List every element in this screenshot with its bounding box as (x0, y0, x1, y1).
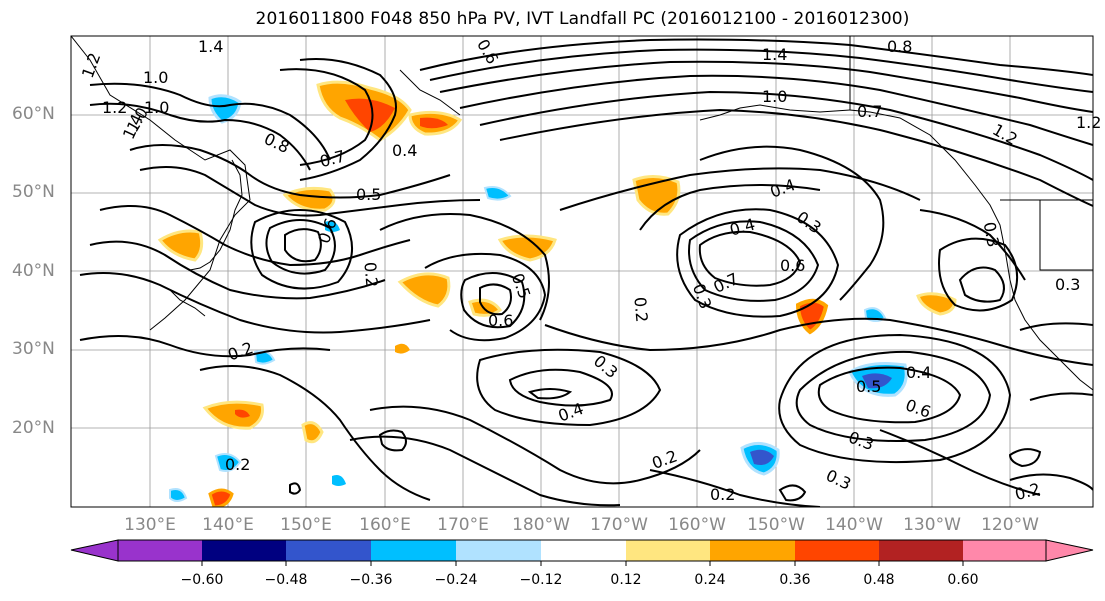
colorbar-segment (879, 540, 963, 561)
contour-label: 0.8 (887, 37, 912, 56)
lon-label: 160°E (359, 515, 411, 535)
colorbar-extend-min (70, 539, 119, 562)
patch-negative (169, 488, 188, 502)
patch-positive (345, 98, 395, 132)
lon-label: 160°W (668, 515, 726, 535)
lon-label: 130°W (903, 515, 961, 535)
contour-label: 0.6 (488, 311, 513, 330)
lon-label: 140°W (825, 515, 883, 535)
contour-label: 1.0 (143, 68, 168, 87)
colorbar-ticks (201, 561, 964, 566)
colorbar-segment (371, 540, 456, 561)
patch-negative (332, 475, 346, 486)
contour-label: 1.4 (762, 45, 787, 64)
lat-label: 20°N (12, 418, 55, 438)
lon-label: 130°E (124, 515, 176, 535)
patch-positive (916, 292, 957, 316)
colorbar-tick-label: −0.24 (434, 572, 478, 588)
patch-negative (214, 453, 242, 472)
colorbar-segment (202, 540, 286, 561)
lon-label: 150°E (280, 515, 332, 535)
colorbar-tick-label: 0.24 (694, 572, 726, 588)
contour-label: 0.3 (1055, 275, 1080, 294)
patch-positive (468, 298, 503, 317)
colorbar-segment (118, 540, 202, 561)
lon-label: 170°W (590, 515, 648, 535)
colorbar-tick-label: 0.36 (779, 572, 811, 588)
patch-negative (253, 350, 276, 365)
map-border (70, 35, 1094, 508)
map-title: 2016011800 F048 850 hPa PV, IVT Landfall… (255, 9, 910, 29)
patch-negative (862, 373, 892, 389)
colorbar-tick-label: −0.12 (519, 572, 563, 588)
colorbar-segment (541, 540, 626, 561)
lon-label: 140°E (202, 515, 254, 535)
lat-label: 40°N (12, 261, 55, 281)
contour-label: 1.2 (102, 98, 127, 117)
colorbar-tick-label: 0.60 (947, 572, 979, 588)
patch-positive (397, 272, 451, 308)
lat-label: 60°N (12, 104, 55, 124)
patch-positive (497, 234, 557, 262)
colorbar-tick-label: −0.36 (349, 572, 393, 588)
patch-negative (483, 186, 512, 201)
contour-label: 0.6 (780, 256, 805, 275)
colorbar-border (117, 539, 1047, 562)
contour-label: 0.2 (710, 485, 735, 504)
contour-label: 0.5 (856, 377, 881, 396)
lat-label: 50°N (12, 182, 55, 202)
contour-label: 0.3 (980, 220, 1003, 248)
contour-label: 0.7 (857, 102, 882, 121)
patch-negative (325, 221, 340, 232)
lon-label: 170°E (437, 515, 489, 535)
colorbar (70, 539, 1094, 566)
contour-label: 0.4 (392, 141, 417, 160)
colorbar-tick-label: 0.48 (863, 572, 895, 588)
patch-positive (301, 421, 324, 444)
lat-label: 30°N (12, 339, 55, 359)
colorbar-segment (456, 540, 541, 561)
contour-label: 1.0 (762, 87, 787, 106)
pv-contours (79, 38, 1093, 507)
colorbar-segment (795, 540, 879, 561)
contour-label: 1.4 (198, 37, 223, 56)
colorbar-tick-label: 0.12 (610, 572, 642, 588)
lon-label: 150°W (747, 515, 805, 535)
contour-label: 0.4 (906, 363, 931, 382)
lon-label: 120°W (981, 515, 1039, 535)
patch-positive (208, 488, 234, 507)
patch-positive (157, 229, 204, 262)
colorbar-segment (710, 540, 795, 561)
colorbar-tick-label: −0.60 (180, 572, 224, 588)
patch-negative (208, 94, 242, 124)
patch-positive (395, 343, 410, 354)
contour-label: 1.2 (1076, 113, 1101, 132)
patch-negative (750, 449, 774, 465)
patch-positive (420, 117, 448, 129)
colorbar-segment (626, 540, 710, 561)
patch-positive (235, 409, 250, 418)
contour-label: 0.2 (630, 296, 651, 323)
patch-positive (202, 400, 264, 430)
colorbar-segment (963, 540, 1046, 561)
colorbar-extend-max (1045, 539, 1094, 562)
contour-label: 0.5 (356, 185, 381, 204)
contour-label: 0.2 (225, 455, 250, 474)
lon-label: 180°W (512, 515, 570, 535)
colorbar-segment (286, 540, 371, 561)
colorbar-tick-label: −0.48 (264, 572, 308, 588)
contour-label: 1.0 (144, 98, 169, 117)
contour-label: 0.2 (360, 261, 381, 288)
